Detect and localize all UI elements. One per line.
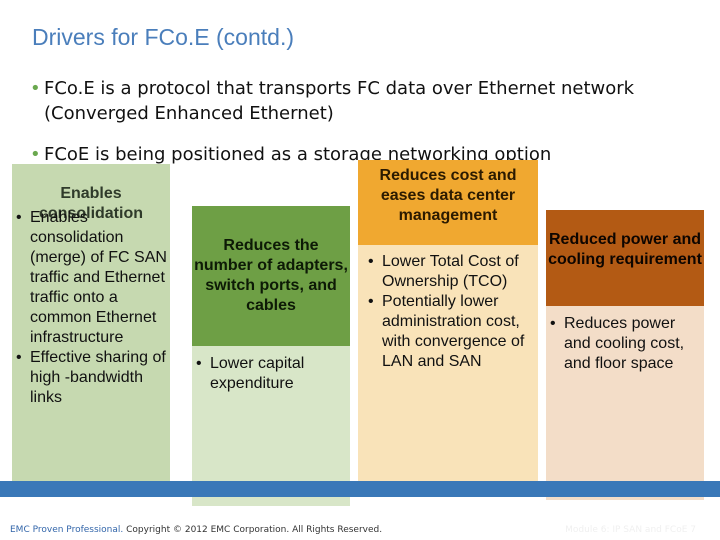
footer-bar xyxy=(0,481,720,497)
card-bullet: Effective sharing of high -bandwidth lin… xyxy=(12,348,170,408)
card-heading: Reduces the number of adapters, switch p… xyxy=(192,206,350,346)
bullet-dot-icon: • xyxy=(30,144,41,165)
bullet-dot-icon: • xyxy=(30,78,41,99)
card-body: Reduces power and cooling cost, and floo… xyxy=(546,314,704,374)
card-body: Enables consolidation (merge) of FC SAN … xyxy=(12,208,170,408)
card-heading: Reduces cost and eases data center manag… xyxy=(358,160,538,245)
intro-bullets: • FCo.E is a protocol that transports FC… xyxy=(30,76,700,165)
card-bullet: Potentially lower administration cost, w… xyxy=(364,292,538,372)
footer-module: Module 6: IP SAN and FCoE xyxy=(565,525,688,535)
card-consolidation: Enables consolidation Enables consolidat… xyxy=(12,164,170,490)
bullet-text: FCoE is being positioned as a storage ne… xyxy=(44,144,552,165)
footer-left: EMC Proven Professional. Copyright © 201… xyxy=(10,525,382,535)
card-reduce-cost: Reduces cost and eases data center manag… xyxy=(358,160,538,495)
slide-footer: EMC Proven Professional. Copyright © 201… xyxy=(0,522,720,540)
card-reduce-power: Reduced power and cooling requirement Re… xyxy=(546,210,704,500)
bullet-item: • FCo.E is a protocol that transports FC… xyxy=(30,76,700,126)
card-reduce-adapters: Reduces the number of adapters, switch p… xyxy=(192,206,350,506)
card-heading: Reduced power and cooling requirement xyxy=(546,210,704,306)
footer-brand: EMC Proven Professional. xyxy=(10,525,124,535)
bullet-text: FCo.E is a protocol that transports FC d… xyxy=(44,78,635,124)
card-body: Lower Total Cost of Ownership (TCO) Pote… xyxy=(358,252,538,372)
slide-title: Drivers for FCo.E (contd.) xyxy=(32,24,294,50)
card-bullet: Lower Total Cost of Ownership (TCO) xyxy=(364,252,538,292)
card-bullet: Enables consolidation (merge) of FC SAN … xyxy=(12,208,170,348)
card-body: Lower capital expenditure xyxy=(192,354,350,394)
footer-right: Module 6: IP SAN and FCoE 7 xyxy=(565,525,696,535)
page-number: 7 xyxy=(690,525,696,535)
card-bullet: Reduces power and cooling cost, and floo… xyxy=(546,314,704,374)
footer-copyright: Copyright © 2012 EMC Corporation. All Ri… xyxy=(126,525,383,535)
card-bullet: Lower capital expenditure xyxy=(192,354,350,394)
bullet-item: • FCoE is being positioned as a storage … xyxy=(30,142,551,167)
